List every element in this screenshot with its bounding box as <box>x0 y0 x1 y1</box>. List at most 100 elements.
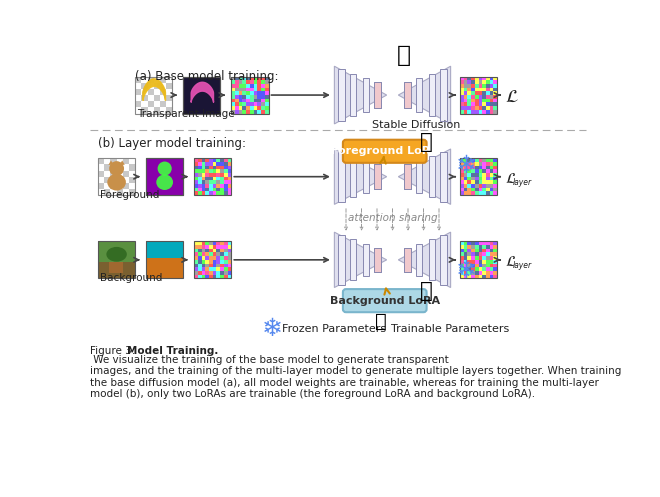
Bar <box>486 260 490 263</box>
Bar <box>478 95 482 99</box>
Bar <box>490 252 494 256</box>
Bar <box>250 81 253 84</box>
Bar <box>250 110 253 113</box>
Bar <box>220 263 224 267</box>
Bar <box>460 84 463 87</box>
Bar <box>460 102 463 106</box>
Bar <box>194 242 231 278</box>
Polygon shape <box>335 66 387 124</box>
Bar <box>265 102 269 106</box>
Bar <box>463 91 467 95</box>
Bar <box>154 89 160 95</box>
Bar <box>475 81 478 84</box>
Bar <box>104 170 110 176</box>
Bar <box>471 158 475 162</box>
Bar <box>460 169 463 173</box>
Bar <box>209 271 213 275</box>
Bar <box>148 101 154 107</box>
Bar <box>166 101 172 107</box>
Bar <box>460 188 463 191</box>
Bar <box>239 77 242 81</box>
Bar <box>198 169 201 173</box>
Bar <box>246 91 250 95</box>
Bar <box>213 188 216 191</box>
Bar <box>216 162 220 166</box>
Bar <box>486 184 490 188</box>
Bar <box>220 256 224 260</box>
Text: (a) Base model training:: (a) Base model training: <box>135 71 279 83</box>
Bar <box>246 77 250 81</box>
Bar <box>405 165 411 189</box>
Bar <box>205 260 209 263</box>
Bar <box>135 89 141 95</box>
Bar <box>194 275 198 278</box>
Bar <box>216 242 220 245</box>
Bar <box>198 166 201 169</box>
Bar <box>440 152 447 202</box>
Bar <box>242 84 246 87</box>
Bar <box>265 95 269 99</box>
Bar <box>235 91 239 95</box>
Bar <box>141 101 148 107</box>
Bar <box>228 263 231 267</box>
Bar <box>471 176 475 180</box>
Bar <box>194 256 198 260</box>
Bar <box>216 191 220 195</box>
Bar <box>463 99 467 102</box>
Bar <box>242 77 246 81</box>
Bar <box>239 81 242 84</box>
Text: Background LoRA: Background LoRA <box>330 296 440 306</box>
Bar <box>486 91 490 95</box>
Bar <box>490 91 494 95</box>
Bar <box>471 99 475 102</box>
Bar <box>235 81 239 84</box>
Bar <box>129 158 135 165</box>
Bar <box>242 110 246 113</box>
Text: ❄: ❄ <box>455 258 477 283</box>
Bar <box>257 84 261 87</box>
Text: (b) Layer model training:: (b) Layer model training: <box>98 137 246 151</box>
Bar <box>475 260 478 263</box>
Bar <box>475 191 478 195</box>
Bar <box>201 275 205 278</box>
Bar <box>467 263 471 267</box>
Bar <box>201 184 205 188</box>
Bar <box>471 91 475 95</box>
Bar <box>213 162 216 166</box>
Bar <box>239 110 242 113</box>
Bar <box>198 173 201 176</box>
Bar <box>261 84 265 87</box>
Bar <box>460 260 463 263</box>
Bar <box>471 162 475 166</box>
Bar <box>239 106 242 110</box>
Bar <box>146 242 183 278</box>
Bar <box>213 252 216 256</box>
Bar <box>261 110 265 113</box>
Bar <box>216 173 220 176</box>
Bar <box>374 165 381 189</box>
Bar <box>141 83 148 89</box>
Bar <box>146 158 183 195</box>
Bar <box>475 252 478 256</box>
Bar <box>109 262 123 273</box>
Bar <box>405 248 411 272</box>
Bar <box>110 158 117 165</box>
Bar <box>471 191 475 195</box>
Bar <box>350 240 356 280</box>
Text: Trainable Parameters: Trainable Parameters <box>391 324 510 334</box>
Bar <box>216 263 220 267</box>
Text: attention sharing: attention sharing <box>348 213 438 223</box>
Bar <box>224 166 228 169</box>
Bar <box>478 81 482 84</box>
Bar <box>374 248 381 272</box>
Bar <box>201 173 205 176</box>
Bar <box>250 87 253 91</box>
Bar <box>261 102 265 106</box>
Bar <box>478 176 482 180</box>
Bar <box>154 107 160 113</box>
Bar <box>494 166 497 169</box>
Bar <box>475 271 478 275</box>
Bar <box>467 180 471 184</box>
Bar <box>467 256 471 260</box>
Bar <box>460 242 497 278</box>
